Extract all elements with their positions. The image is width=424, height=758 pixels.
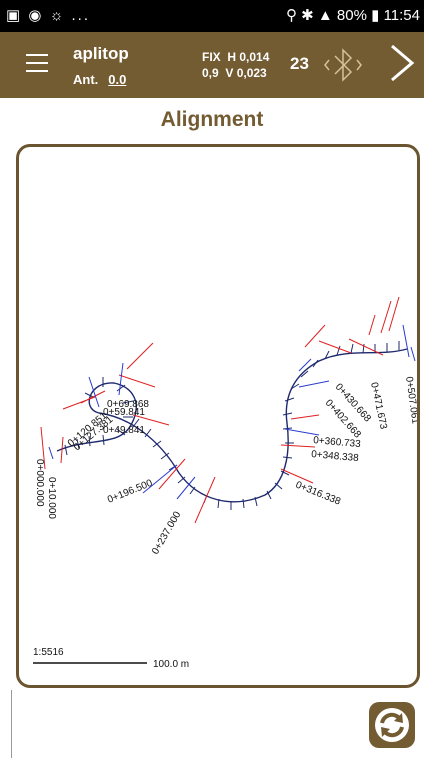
location-icon: ⚲ — [285, 7, 297, 24]
alignment-path — [56, 348, 408, 503]
divider — [11, 690, 12, 758]
bluetooth-status-icon: ✱ — [301, 7, 314, 24]
fix-label: FIX — [202, 50, 221, 64]
station-label: 0+59.841 — [103, 407, 145, 418]
station-label: 0+360.733 — [313, 435, 362, 450]
status-bar: ▣ ◉ ☼ ... ⚲ ✱ ▲ 80% ▮ 11:54 — [0, 0, 424, 32]
status-icons: ▣ ◉ ☼ ... — [6, 7, 91, 24]
station-label: 0+348.338 — [311, 449, 360, 464]
bluetooth-icon[interactable] — [317, 42, 369, 88]
battery-icon: ▮ — [371, 7, 380, 24]
perpendicular-red-lines — [40, 296, 400, 524]
station-label: 0+10.000 — [46, 477, 57, 519]
perpendicular-blue-lines — [48, 324, 416, 500]
station-label: 0+000.000 — [34, 459, 45, 507]
station-label: 0+471.673 — [368, 381, 389, 430]
alignment-map[interactable]: 0+000.000 0+10.000 0+49.841 0+59.841 0+6… — [16, 144, 420, 688]
status-right: ⚲ ✱ ▲ 80% ▮ 11:54 — [286, 6, 420, 24]
antenna-height[interactable]: Ant. 0.0 — [73, 72, 126, 87]
h-precision: H 0,014 — [227, 50, 270, 64]
menu-icon[interactable] — [26, 54, 48, 72]
satellite-count: 23 — [290, 54, 309, 73]
antenna-label: Ant. — [73, 72, 99, 87]
antenna-value[interactable]: 0.0 — [108, 72, 127, 87]
station-label: 0+316.338 — [294, 480, 343, 508]
scale-bar-label: 100.0 m — [153, 659, 189, 670]
scale-ratio: 1:5516 — [33, 647, 64, 658]
station-label: 0+69.868 — [107, 399, 149, 410]
station-label: 0+49.841 — [103, 425, 145, 436]
app-title: aplitop — [73, 44, 129, 63]
pdop: 0,9 — [202, 66, 219, 80]
clock: 11:54 — [383, 7, 420, 24]
app-bar: aplitop Ant. 0.0 FIX H 0,014 0,9 V 0,023 … — [0, 32, 424, 98]
refresh-icon — [375, 708, 409, 742]
refresh-button[interactable] — [369, 702, 415, 748]
signal-icon: ▲ — [317, 7, 333, 24]
gnss-status: FIX H 0,014 0,9 V 0,023 — [202, 49, 269, 81]
v-precision: V 0,023 — [225, 66, 267, 80]
next-arrow-icon[interactable] — [384, 40, 418, 86]
station-label: 0+196.500 — [106, 478, 155, 506]
battery-level: 80% — [336, 7, 367, 24]
station-label: 0+507.061 — [403, 376, 417, 425]
page-title: Alignment — [160, 108, 264, 131]
station-label: 0+237.000 — [150, 509, 184, 556]
alignment-plot[interactable]: 0+000.000 0+10.000 0+49.841 0+59.841 0+6… — [19, 147, 417, 685]
